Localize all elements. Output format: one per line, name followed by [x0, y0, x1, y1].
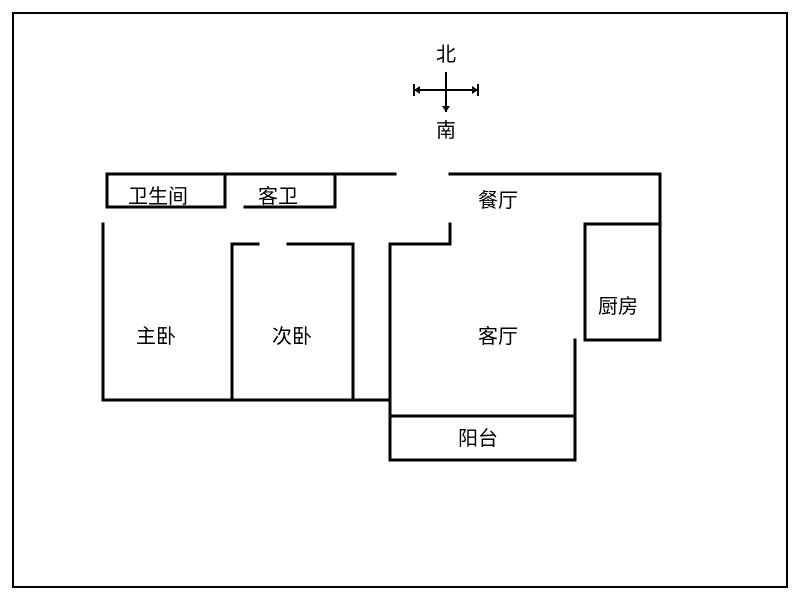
walls-group — [103, 174, 660, 460]
compass-south-label: 南 — [436, 114, 456, 143]
compass-north-label: 北 — [436, 38, 456, 67]
label-balcony: 阳台 — [458, 422, 498, 451]
floorplan-svg — [0, 0, 800, 600]
label-living: 客厅 — [478, 320, 518, 349]
label-second-bed: 次卧 — [272, 320, 312, 349]
label-kitchen: 厨房 — [598, 290, 638, 319]
label-master-bed: 主卧 — [136, 320, 176, 349]
label-dining: 餐厅 — [478, 184, 518, 213]
compass-group — [414, 72, 478, 112]
label-bathroom: 卫生间 — [128, 180, 188, 209]
label-guest-bath: 客卫 — [258, 180, 298, 209]
